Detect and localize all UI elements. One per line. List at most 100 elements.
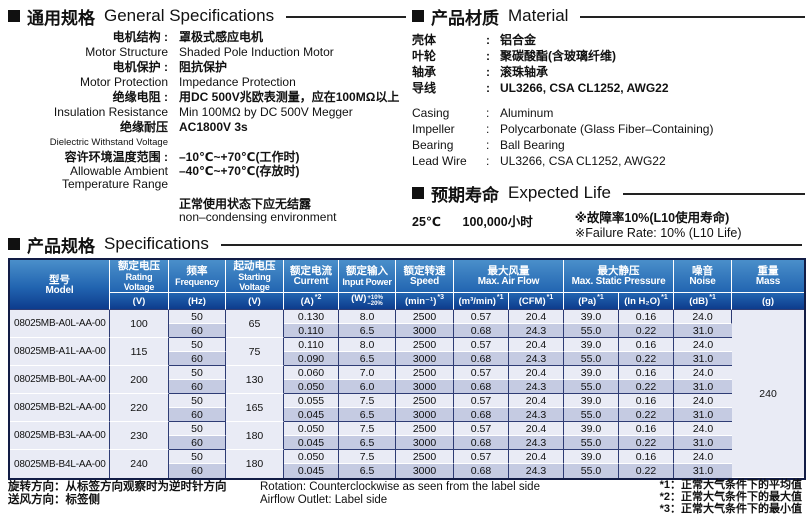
material-row: 壳体: 铝合金 — [412, 32, 805, 48]
cell-speed: 3000 — [396, 464, 454, 478]
cell-noise: 31.0 — [674, 408, 733, 422]
colon: : — [486, 81, 490, 95]
cell-mass: 240 — [732, 310, 805, 478]
material-section: 产品材质 Material 壳体: 铝合金 叶轮: 聚碳酸酯(含玻璃纤维) 轴承: 滚… — [412, 4, 805, 241]
section-title-en: Expected Life — [508, 183, 612, 202]
cell-noise: 24.0 — [674, 422, 733, 436]
cell-pressure-h2o: 0.22 — [619, 380, 675, 394]
life-notes: ※故障率10%(L10使用寿命) ※Failure Rate: 10% (L10… — [575, 211, 742, 241]
cell-airflow-cfm: 24.3 — [509, 436, 565, 450]
section-bullet-icon — [412, 10, 424, 22]
cell-current: 0.060 — [284, 366, 339, 380]
material-row: Impeller: Polycarbonate (Glass Fiber–Cont… — [412, 121, 805, 137]
spec-value: non–condensing environment — [179, 210, 337, 224]
unit-pressure-pa: (Pa)*1 — [564, 293, 620, 310]
spec-label: 绝缘电阻 : — [112, 90, 168, 104]
cell-input-power: 7.5 — [339, 450, 396, 464]
table-row: 08025MB-A1L-AA-00 115 50 75 0.110 8.0 25… — [10, 338, 804, 366]
spec-value: AC1800V 3s — [179, 120, 248, 134]
colon: : — [486, 154, 490, 168]
cell-frequency: 50 — [169, 450, 226, 464]
cell-frequency: 60 — [169, 324, 226, 338]
spec-row: Insulation Resistance Min 100MΩ by DC 500… — [8, 105, 406, 120]
cell-current: 0.110 — [284, 324, 339, 338]
cell-pressure-pa: 55.0 — [564, 408, 620, 422]
cell-speed: 3000 — [396, 380, 454, 394]
colon: : — [486, 138, 490, 152]
material-heading: 产品材质 Material — [412, 4, 805, 28]
spec-value: –40℃~+70℃(存放时) — [179, 164, 300, 178]
cell-airflow-cfm: 24.3 — [509, 408, 565, 422]
unit-frequency: (Hz) — [169, 293, 226, 310]
cell-frequency: 60 — [169, 352, 226, 366]
cell-noise: 31.0 — [674, 380, 733, 394]
cell-frequency: 50 — [169, 394, 226, 408]
cell-current: 0.055 — [284, 394, 339, 408]
heading-rule — [286, 16, 406, 18]
specifications-heading: 产品规格 Specifications — [8, 232, 802, 256]
spec-row: Temperature Range — [8, 178, 406, 191]
cell-current: 0.045 — [284, 464, 339, 478]
table-row: 60 0.045 6.5 3000 0.68 24.3 55.0 0.22 31… — [10, 436, 804, 450]
cell-pressure-h2o: 0.16 — [619, 450, 675, 464]
col-header-starting-voltage: 起动电压 Starting Voltage — [226, 260, 284, 293]
material-row: Casing: Aluminum — [412, 105, 805, 121]
cell-input-power: 6.5 — [339, 436, 396, 450]
cell-airflow-cfm: 24.3 — [509, 324, 565, 338]
cell-pressure-pa: 39.0 — [564, 338, 620, 352]
cell-starting-voltage: 65 — [226, 310, 284, 338]
spec-table: 型号 Model 额定电压 Rating Voltage 频率 Frequency 起… — [8, 258, 807, 480]
cell-speed: 2500 — [396, 310, 454, 324]
spec-label: 容许环境温度范围 : — [64, 150, 168, 164]
material-row: Lead Wire: UL3266, CSA CL1252, AWG22 — [412, 153, 805, 169]
material-label: Lead Wire — [412, 154, 467, 168]
section-title-zh: 预期寿命 — [431, 185, 499, 205]
unit-airflow-m3: (m³/min)*1 — [454, 293, 509, 310]
cell-model: 08025MB-B2L-AA-00 — [10, 394, 110, 422]
cell-current: 0.110 — [284, 338, 339, 352]
cell-voltage: 220 — [110, 394, 169, 422]
cell-input-power: 8.0 — [339, 310, 396, 324]
spec-value: Impedance Protection — [179, 75, 296, 89]
unit-starting-voltage: (V) — [226, 293, 284, 310]
cell-speed: 3000 — [396, 324, 454, 338]
material-label: 壳体 — [412, 33, 437, 47]
cell-speed: 2500 — [396, 394, 454, 408]
life-note-en: ※Failure Rate: 10% (L10 Life) — [574, 226, 742, 240]
spec-row: 电机保护 : 阻抗保护 — [8, 60, 406, 75]
spec-label: 电机保护 : — [112, 60, 168, 74]
spec-value: Min 100MΩ by DC 500V Megger — [179, 105, 353, 119]
cell-input-power: 8.0 — [339, 338, 396, 352]
cell-pressure-h2o: 0.22 — [619, 408, 675, 422]
cell-pressure-h2o: 0.22 — [619, 464, 675, 478]
table-row: 60 0.090 6.5 3000 0.68 24.3 55.0 0.22 31… — [10, 352, 804, 366]
cell-model: 08025MB-B0L-AA-00 — [10, 366, 110, 394]
heading-rule — [220, 244, 802, 246]
cell-speed: 2500 — [396, 338, 454, 352]
spec-value: Shaded Pole Induction Motor — [179, 45, 334, 59]
cell-speed: 3000 — [396, 352, 454, 366]
section-bullet-icon — [8, 238, 20, 250]
material-value: UL3266, CSA CL1252, AWG22 — [500, 154, 666, 168]
cell-pressure-pa: 55.0 — [564, 324, 620, 338]
expected-life-heading: 预期寿命 Expected Life — [412, 181, 805, 205]
general-specs-list: 电机结构 : 罩极式感应电机 Motor Structure Shaded Pole… — [8, 30, 406, 224]
table-row: 08025MB-B0L-AA-00 200 50 130 0.060 7.0 2… — [10, 366, 804, 394]
footer-zh: 旋转方向：从标签方向观察时为逆时针方向 送风方向：标签侧 — [8, 481, 227, 507]
cell-input-power: 6.5 — [339, 324, 396, 338]
footnote-1: *1：正常大气条件下的平均值 — [659, 479, 802, 491]
cell-voltage: 115 — [110, 338, 169, 366]
cell-pressure-pa: 39.0 — [564, 450, 620, 464]
cell-current: 0.090 — [284, 352, 339, 366]
spec-row: 电机结构 : 罩极式感应电机 — [8, 30, 406, 45]
cell-input-power: 7.5 — [339, 394, 396, 408]
spec-value: 罩极式感应电机 — [179, 30, 264, 44]
cell-speed: 2500 — [396, 422, 454, 436]
cell-noise: 24.0 — [674, 310, 733, 324]
spec-row: Motor Structure Shaded Pole Induction Mot… — [8, 45, 406, 60]
cell-airflow-m3: 0.57 — [454, 310, 509, 324]
cell-airflow-m3: 0.68 — [454, 408, 509, 422]
cell-airflow-m3: 0.57 — [454, 422, 509, 436]
cell-voltage: 230 — [110, 422, 169, 450]
material-value: Aluminum — [500, 106, 554, 120]
